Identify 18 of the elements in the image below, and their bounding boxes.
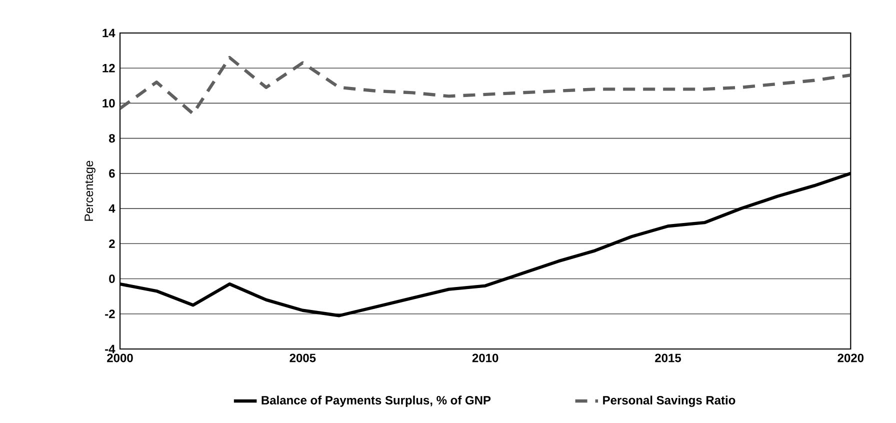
x-tick-label: 2015 — [655, 354, 682, 362]
y-axis-title: Percentage — [84, 160, 96, 221]
y-tick-label: 14 — [102, 28, 116, 38]
y-tick-label: 0 — [109, 274, 115, 284]
y-tick-label: 10 — [102, 98, 115, 108]
y-tick-label: 4 — [108, 204, 116, 213]
y-tick-label: 8 — [109, 134, 115, 143]
y-tick-label: 2 — [109, 239, 115, 248]
x-tick-label: 2000 — [107, 354, 133, 362]
y-tick-label: 6 — [109, 169, 115, 178]
x-tick-label: 2005 — [290, 354, 316, 362]
x-tick-label: 2020 — [838, 354, 864, 362]
y-tick-label: -2 — [105, 310, 115, 318]
legend-label: Personal Savings Ratio — [603, 396, 736, 407]
y-tick-label: 12 — [102, 64, 115, 72]
legend-label: Balance of Payments Surplus, % of GNP — [262, 396, 491, 407]
y-tick-label: -4 — [105, 344, 116, 354]
x-tick-label: 2010 — [472, 354, 498, 362]
